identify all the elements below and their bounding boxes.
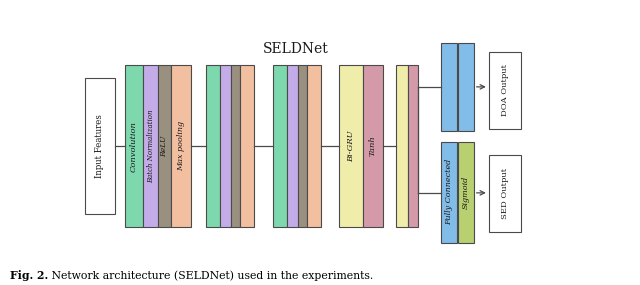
Bar (458, 142, 474, 243)
Bar (125, 65, 143, 227)
Bar (363, 65, 383, 227)
Bar (231, 65, 240, 227)
Bar (287, 65, 298, 227)
Text: DOA Output: DOA Output (501, 64, 509, 116)
Bar (273, 65, 287, 227)
Bar (158, 65, 171, 227)
Text: Sigmoid: Sigmoid (462, 176, 470, 209)
Bar (339, 65, 363, 227)
Bar (489, 52, 521, 129)
Text: ReLU: ReLU (161, 135, 168, 157)
Text: SELDNet: SELDNet (263, 42, 328, 56)
Text: Fig. 2.: Fig. 2. (10, 270, 48, 281)
Text: Batch Normalization: Batch Normalization (147, 109, 155, 183)
Bar (298, 65, 307, 227)
Text: Input Features: Input Features (95, 114, 104, 178)
Bar (207, 65, 220, 227)
Bar (408, 65, 419, 227)
Bar (441, 142, 457, 243)
Bar (143, 65, 158, 227)
Bar (240, 65, 254, 227)
Text: Tanh: Tanh (369, 136, 376, 156)
Text: Max pooling: Max pooling (177, 121, 185, 171)
Text: Fully Connected: Fully Connected (445, 159, 453, 225)
Bar (458, 43, 474, 131)
Bar (307, 65, 321, 227)
Bar (171, 65, 191, 227)
Bar (489, 155, 521, 232)
Text: Network architecture (SELDNet) used in the experiments.: Network architecture (SELDNet) used in t… (48, 270, 373, 281)
Text: SED Output: SED Output (501, 168, 509, 219)
Text: Bi-GRU: Bi-GRU (347, 130, 355, 162)
Bar (396, 65, 408, 227)
Bar (85, 78, 115, 214)
Text: Convolution: Convolution (130, 121, 138, 172)
Bar (441, 43, 457, 131)
Bar (220, 65, 231, 227)
